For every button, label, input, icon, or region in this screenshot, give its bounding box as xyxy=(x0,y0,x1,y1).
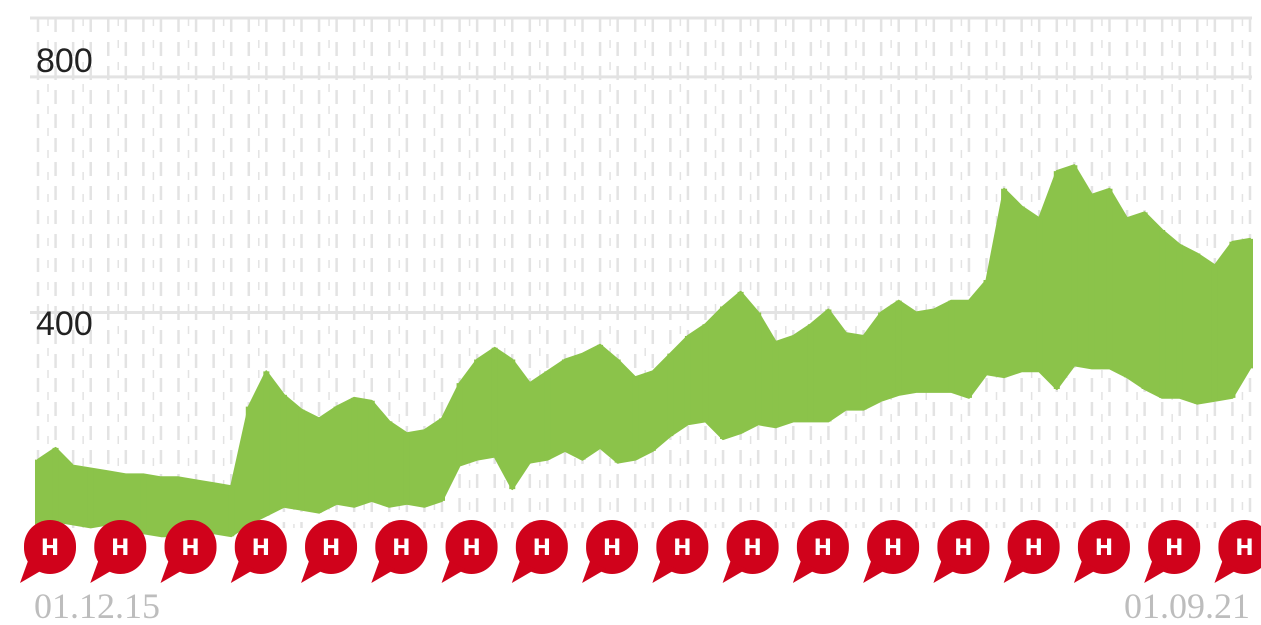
event-marker-bubble xyxy=(515,520,568,574)
series-area xyxy=(37,164,1251,538)
event-marker[interactable]: H xyxy=(722,520,779,583)
event-marker[interactable]: H xyxy=(230,520,287,583)
event-marker-label: H xyxy=(111,536,129,561)
event-marker[interactable]: H xyxy=(1003,520,1060,583)
event-marker-bubble xyxy=(24,520,76,574)
event-marker-bubble xyxy=(1077,520,1130,574)
event-marker[interactable]: H xyxy=(933,520,990,583)
event-marker-tail xyxy=(863,561,888,583)
event-marker-bubble xyxy=(867,520,920,574)
event-marker-label: H xyxy=(814,536,832,561)
event-marker[interactable]: H xyxy=(582,520,639,583)
event-marker-tail xyxy=(722,561,747,583)
x-tick-label: 01.12.15 xyxy=(34,586,160,625)
event-marker-bubble xyxy=(305,520,358,574)
event-marker-label: H xyxy=(322,536,340,561)
event-marker-tail xyxy=(160,561,185,583)
event-marker-label: H xyxy=(1095,536,1113,561)
event-marker-tail xyxy=(90,561,115,583)
event-marker[interactable]: H xyxy=(511,520,568,583)
event-marker[interactable]: H xyxy=(1214,520,1261,583)
event-marker-tail xyxy=(230,561,255,583)
event-marker[interactable]: H xyxy=(652,520,709,583)
event-marker-label: H xyxy=(603,536,621,561)
event-marker-bubble xyxy=(94,520,147,574)
event-marker-bubble xyxy=(1218,520,1261,574)
event-marker-label: H xyxy=(533,536,551,561)
event-marker[interactable]: H xyxy=(90,520,147,583)
event-marker-tail xyxy=(1144,561,1169,583)
event-marker-label: H xyxy=(673,536,691,561)
event-marker-tail xyxy=(441,561,466,583)
event-marker[interactable]: H xyxy=(301,520,358,583)
event-marker[interactable]: H xyxy=(160,520,217,583)
event-marker-tail xyxy=(371,561,396,583)
event-marker-tail xyxy=(933,561,958,583)
event-marker-tail xyxy=(582,561,607,583)
event-marker[interactable]: H xyxy=(792,520,849,583)
event-marker[interactable]: H xyxy=(1144,520,1201,583)
event-marker-label: H xyxy=(743,536,761,561)
x-tick-label: 01.09.21 xyxy=(1124,586,1250,625)
event-marker-label: H xyxy=(392,536,410,561)
event-marker-tail xyxy=(511,561,536,583)
event-marker-bubble xyxy=(164,520,217,574)
event-marker[interactable]: H xyxy=(371,520,428,583)
event-marker-bubble xyxy=(726,520,779,574)
event-marker-bubble xyxy=(796,520,849,574)
event-marker-label: H xyxy=(462,536,480,561)
event-marker-tail xyxy=(301,561,326,583)
event-marker-bubble xyxy=(1148,520,1201,574)
y-tick-label: 400 xyxy=(36,305,93,343)
event-marker[interactable]: H xyxy=(1073,520,1130,583)
event-marker-label: H xyxy=(884,536,902,561)
event-marker-tail xyxy=(1003,561,1028,583)
event-marker-tail xyxy=(792,561,817,583)
event-marker-bubble xyxy=(656,520,709,574)
event-marker-label: H xyxy=(252,536,270,561)
event-marker[interactable]: H xyxy=(20,520,76,583)
event-marker-label: H xyxy=(954,536,972,561)
event-marker-label: H xyxy=(1024,536,1042,561)
series-layer xyxy=(35,164,1253,538)
event-marker-bubble xyxy=(375,520,428,574)
event-marker-tail xyxy=(1214,561,1239,583)
event-marker-tail xyxy=(1073,561,1098,583)
event-marker-tail xyxy=(652,561,677,583)
event-marker-bubble xyxy=(234,520,287,574)
event-marker-label: H xyxy=(1235,536,1253,561)
event-marker-label: H xyxy=(41,536,59,561)
event-marker-bubble xyxy=(1007,520,1060,574)
y-tick-label: 800 xyxy=(36,42,93,80)
event-marker-bubble xyxy=(586,520,639,574)
event-marker-tail xyxy=(20,561,44,583)
event-marker-bubble xyxy=(445,520,498,574)
event-marker[interactable]: H xyxy=(863,520,920,583)
event-marker-label: H xyxy=(181,536,199,561)
event-marker-bubble xyxy=(937,520,990,574)
event-marker[interactable]: H xyxy=(441,520,498,583)
event-marker-label: H xyxy=(1165,536,1183,561)
